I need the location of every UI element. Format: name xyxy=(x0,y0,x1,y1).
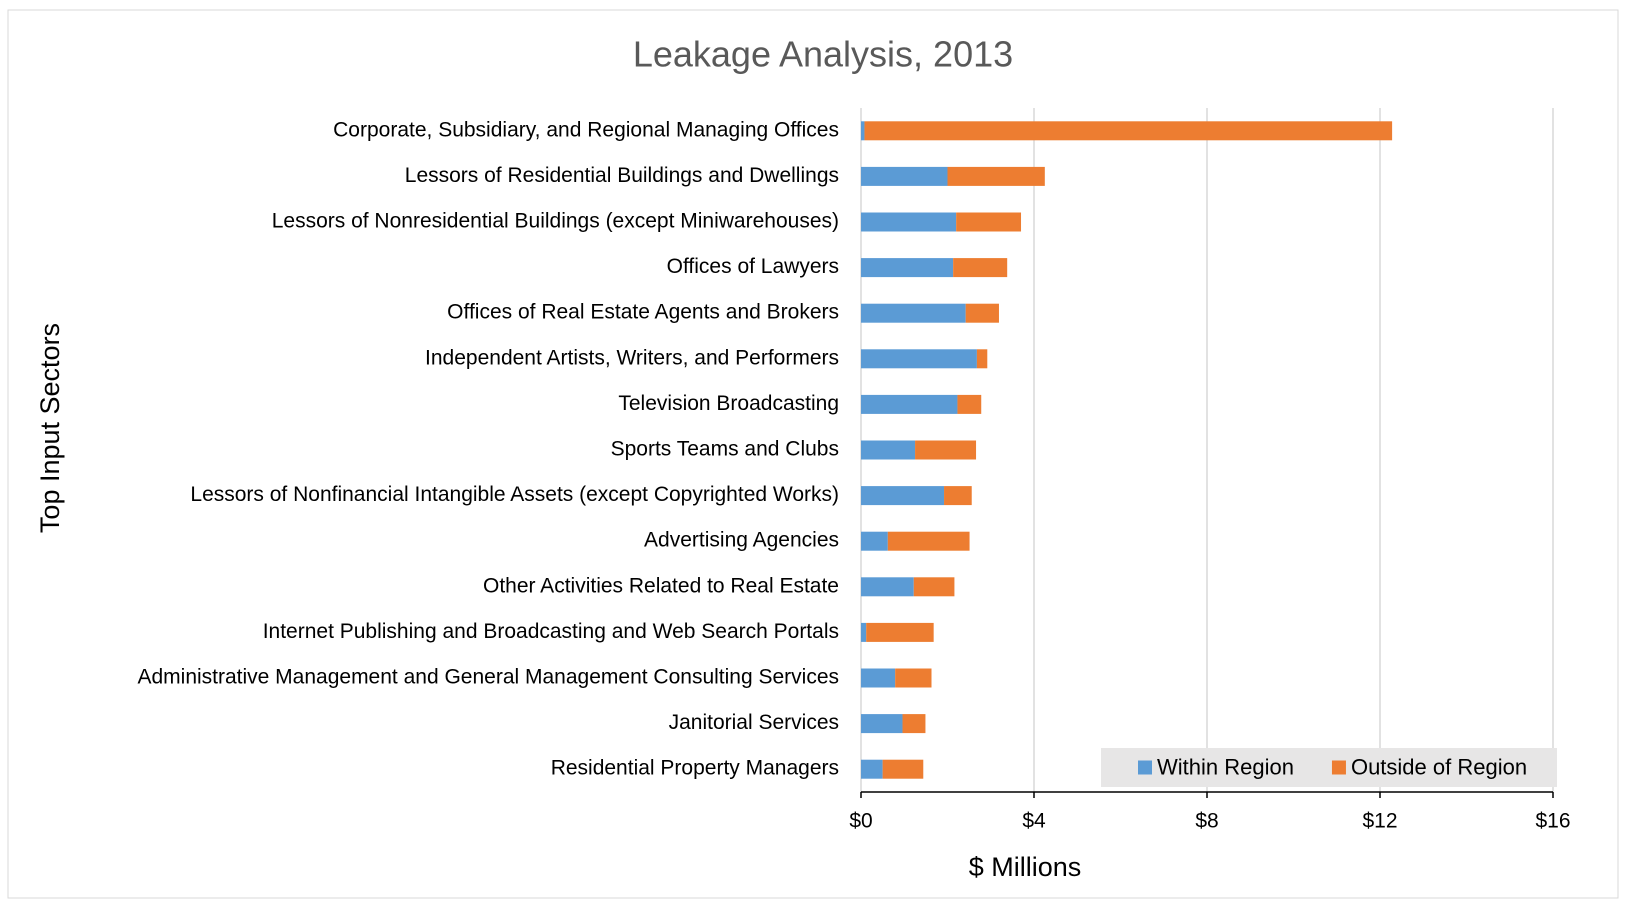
bar-segment xyxy=(882,759,924,779)
bar-segment xyxy=(861,349,977,369)
bar-segment xyxy=(895,668,932,688)
bar-segment xyxy=(861,759,883,779)
y-tick-label: Offices of Real Estate Agents and Broker… xyxy=(447,301,839,324)
bar-segment xyxy=(861,622,867,642)
bar-segment xyxy=(861,166,948,186)
legend-label: Within Region xyxy=(1157,754,1294,779)
bar-segment xyxy=(864,121,1393,141)
y-tick-label: Corporate, Subsidiary, and Regional Mana… xyxy=(333,118,839,141)
x-tick-label: $8 xyxy=(1195,810,1218,833)
y-tick-label: Janitorial Services xyxy=(669,711,839,734)
bar-segment xyxy=(902,714,926,734)
bar-segment xyxy=(957,394,982,414)
bar-segment xyxy=(861,440,916,460)
y-tick-label: Residential Property Managers xyxy=(551,757,839,780)
bar-segment xyxy=(976,349,988,369)
x-tick-label: $0 xyxy=(849,810,872,833)
x-axis-label: $ Millions xyxy=(969,852,1082,882)
bar-segment xyxy=(947,166,1045,186)
y-tick-label: Sports Teams and Clubs xyxy=(611,438,839,461)
bar-segment xyxy=(861,714,903,734)
bar-segment xyxy=(887,531,970,551)
y-axis-label: Top Input Sectors xyxy=(35,323,65,533)
y-tick-label: Administrative Management and General Ma… xyxy=(137,666,839,689)
y-tick-label: Lessors of Residential Buildings and Dwe… xyxy=(405,164,839,187)
bar-segment xyxy=(944,486,972,506)
x-tick-label: $16 xyxy=(1535,810,1570,833)
bar-segment xyxy=(861,212,957,232)
bar-segment xyxy=(913,577,955,597)
bar-segment xyxy=(915,440,977,460)
y-tick-label: Offices of Lawyers xyxy=(667,255,839,278)
bar-segment xyxy=(956,212,1022,232)
y-tick-label: Other Activities Related to Real Estate xyxy=(483,574,839,597)
bar-segment xyxy=(861,121,865,141)
legend-label: Outside of Region xyxy=(1351,754,1527,779)
x-tick-label: $4 xyxy=(1022,810,1046,833)
x-tick-label: $12 xyxy=(1362,810,1397,833)
legend-box xyxy=(1101,748,1557,787)
bar-segment xyxy=(861,303,966,323)
legend-swatch xyxy=(1138,760,1152,775)
y-tick-label: Independent Artists, Writers, and Perfor… xyxy=(425,346,839,369)
y-tick-label: Advertising Agencies xyxy=(644,529,839,552)
bar-segment xyxy=(861,668,896,688)
bar-segment xyxy=(861,258,954,278)
bar-segment xyxy=(861,577,914,597)
bar-segment xyxy=(861,531,888,551)
bar-segment xyxy=(953,258,1008,278)
legend-swatch xyxy=(1331,760,1346,775)
y-tick-label: Lessors of Nonresidential Buildings (exc… xyxy=(272,210,839,233)
chart-title: Leakage Analysis, 2013 xyxy=(633,34,1013,75)
bar-segment xyxy=(866,622,934,642)
bar-segment xyxy=(965,303,999,323)
y-tick-label: Internet Publishing and Broadcasting and… xyxy=(263,620,839,643)
y-tick-label: Lessors of Nonfinancial Intangible Asset… xyxy=(190,483,839,506)
bar-segment xyxy=(861,486,945,506)
y-tick-label: Television Broadcasting xyxy=(618,392,839,415)
bar-segment xyxy=(861,394,958,414)
